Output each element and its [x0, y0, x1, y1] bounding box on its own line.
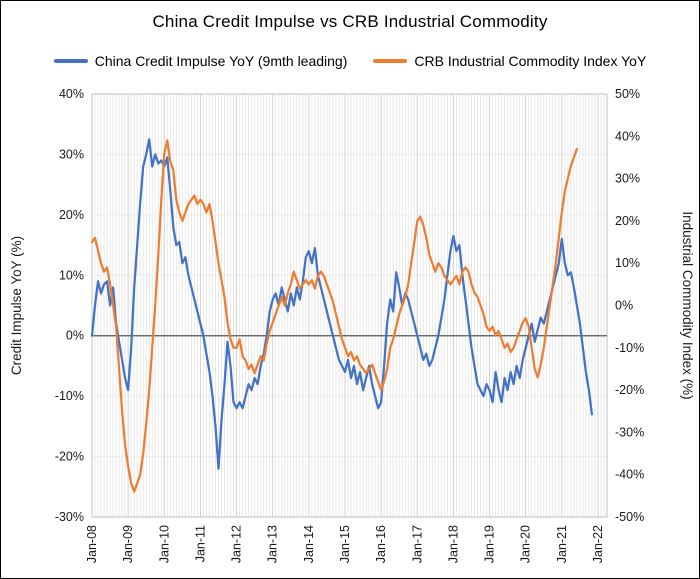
- svg-text:-10%: -10%: [55, 389, 84, 403]
- svg-text:Jan-19: Jan-19: [483, 525, 497, 563]
- svg-text:-30%: -30%: [55, 510, 84, 524]
- svg-text:Credit Impulse YoY (%): Credit Impulse YoY (%): [9, 236, 24, 375]
- svg-text:-20%: -20%: [615, 383, 644, 397]
- svg-text:0%: 0%: [66, 329, 84, 343]
- legend-label-crb-index: CRB Industrial Commodity Index YoY: [414, 53, 647, 69]
- svg-text:Industrial Commodity Index (%): Industrial Commodity Index (%): [680, 211, 695, 399]
- svg-text:20%: 20%: [615, 214, 640, 228]
- svg-text:10%: 10%: [59, 268, 84, 282]
- svg-text:Jan-18: Jan-18: [446, 525, 460, 563]
- svg-text:-30%: -30%: [615, 425, 644, 439]
- svg-text:-40%: -40%: [615, 468, 644, 482]
- svg-text:50%: 50%: [615, 87, 640, 101]
- svg-text:Jan-13: Jan-13: [266, 525, 280, 563]
- svg-text:-50%: -50%: [615, 510, 644, 524]
- svg-text:Jan-15: Jan-15: [338, 525, 352, 563]
- svg-text:-10%: -10%: [615, 341, 644, 355]
- svg-text:Jan-21: Jan-21: [555, 525, 569, 563]
- svg-text:20%: 20%: [59, 208, 84, 222]
- svg-text:Jan-09: Jan-09: [121, 525, 135, 563]
- svg-text:30%: 30%: [615, 172, 640, 186]
- legend-label-credit-impulse: China Credit Impulse YoY (9mth leading): [94, 53, 348, 69]
- svg-text:Jan-12: Jan-12: [230, 525, 244, 563]
- chart-legend: China Credit Impulse YoY (9mth leading) …: [1, 53, 699, 69]
- svg-text:10%: 10%: [615, 256, 640, 270]
- svg-text:Jan-10: Jan-10: [157, 525, 171, 563]
- svg-text:-20%: -20%: [55, 450, 84, 464]
- svg-text:Jan-14: Jan-14: [302, 525, 316, 563]
- svg-text:Jan-22: Jan-22: [591, 525, 605, 563]
- svg-text:0%: 0%: [615, 299, 633, 313]
- legend-item-crb-index: CRB Industrial Commodity Index YoY: [373, 53, 646, 69]
- svg-text:Jan-20: Jan-20: [519, 525, 533, 563]
- svg-text:Jan-11: Jan-11: [193, 525, 207, 562]
- legend-line-sample-blue: [53, 59, 88, 63]
- svg-text:Jan-08: Jan-08: [85, 525, 99, 563]
- legend-item-credit-impulse: China Credit Impulse YoY (9mth leading): [53, 53, 348, 69]
- svg-text:Jan-17: Jan-17: [410, 525, 424, 563]
- svg-text:40%: 40%: [59, 87, 84, 101]
- svg-text:Jan-16: Jan-16: [374, 525, 388, 563]
- chart-title: China Credit Impulse vs CRB Industrial C…: [152, 12, 548, 31]
- svg-text:40%: 40%: [615, 129, 640, 143]
- svg-text:30%: 30%: [59, 147, 84, 161]
- legend-line-sample-orange: [373, 59, 408, 63]
